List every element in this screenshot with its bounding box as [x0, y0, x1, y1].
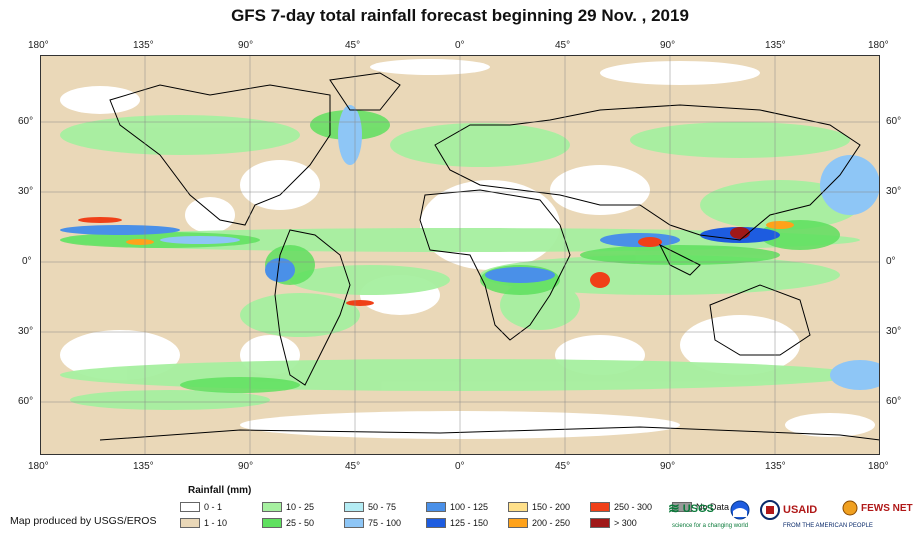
map-frame — [40, 55, 880, 455]
extreme-rain-spots — [78, 217, 794, 306]
lon-label-bottom: 90° — [238, 461, 254, 472]
lat-label-left: 60° — [18, 116, 34, 127]
legend-swatch — [262, 518, 282, 528]
fews-globe-icon — [842, 500, 858, 516]
legend-item: 200 - 250 — [508, 518, 584, 528]
legend-item: 75 - 100 — [344, 518, 420, 528]
lon-label-top: 180° — [868, 40, 889, 51]
legend-item: No Data — [672, 502, 748, 512]
legend-row-2: 1 - 10 25 - 50 75 - 100 125 - 150 200 - … — [180, 518, 666, 528]
legend-item: 1 - 10 — [180, 518, 256, 528]
lon-label-bottom: 180° — [868, 461, 889, 472]
lon-label-top: 45° — [555, 40, 571, 51]
lon-label-bottom: 135° — [133, 461, 154, 472]
usgs-tagline: science for a changing world — [672, 523, 749, 529]
legend-item: 50 - 75 — [344, 502, 420, 512]
legend-swatch — [590, 518, 610, 528]
map-title: GFS 7-day total rainfall forecast beginn… — [231, 6, 689, 25]
lon-label-top: 0° — [455, 40, 465, 51]
lon-label-top: 90° — [238, 40, 254, 51]
fews-net-logo: FEWS NET — [842, 500, 913, 516]
lat-label-right: 60° — [886, 396, 902, 407]
lon-label-bottom: 45° — [345, 461, 361, 472]
rainfall-map[interactable] — [40, 55, 880, 455]
legend-swatch — [180, 502, 200, 512]
usaid-logo: USAID — [760, 500, 817, 520]
usgs-logo: ≋ USGS — [668, 500, 714, 516]
legend-swatch — [180, 518, 200, 528]
lon-label-top: 180° — [28, 40, 49, 51]
lat-label-right: 60° — [886, 116, 902, 127]
lon-label-top: 135° — [133, 40, 154, 51]
legend-item: 10 - 25 — [262, 502, 338, 512]
legend-item: 25 - 50 — [262, 518, 338, 528]
legend-swatch — [426, 518, 446, 528]
legend-item: 150 - 200 — [508, 502, 584, 512]
lat-label-right: 30° — [886, 186, 902, 197]
lon-label-bottom: 45° — [555, 461, 571, 472]
lat-label-left: 60° — [18, 396, 34, 407]
legend-item: 0 - 1 — [180, 502, 256, 512]
legend-swatch — [508, 518, 528, 528]
legend-swatch — [508, 502, 528, 512]
credit-text: Map produced by USGS/EROS — [10, 515, 157, 527]
legend-swatch — [590, 502, 610, 512]
lon-label-top: 135° — [765, 40, 786, 51]
usaid-seal-icon — [760, 500, 780, 520]
legend-swatch — [344, 518, 364, 528]
lon-label-bottom: 135° — [765, 461, 786, 472]
legend-title: Rainfall (mm) — [188, 485, 252, 496]
rainfall-map-graphic — [40, 55, 880, 455]
usgs-mark-icon: ≋ — [668, 500, 680, 516]
lon-label-bottom: 0° — [455, 461, 465, 472]
legend-item: > 300 — [590, 518, 666, 528]
legend-swatch — [344, 502, 364, 512]
lat-label-left: 30° — [18, 186, 34, 197]
usaid-tagline: FROM THE AMERICAN PEOPLE — [783, 523, 873, 529]
noaa-logo-icon — [730, 500, 750, 520]
lon-label-bottom: 180° — [28, 461, 49, 472]
graticule — [40, 55, 880, 455]
lat-label-right: 0° — [886, 256, 896, 267]
legend-item: 100 - 125 — [426, 502, 502, 512]
lat-label-right: 30° — [886, 326, 902, 337]
lon-label-bottom: 90° — [660, 461, 676, 472]
legend-swatch — [262, 502, 282, 512]
lat-label-left: 30° — [18, 326, 34, 337]
coastlines — [99, 72, 880, 441]
lon-label-top: 90° — [660, 40, 676, 51]
legend-row-1: 0 - 1 10 - 25 50 - 75 100 - 125 150 - 20… — [180, 502, 748, 512]
legend-item: 250 - 300 — [590, 502, 666, 512]
lat-label-left: 0° — [22, 256, 32, 267]
legend-item: 125 - 150 — [426, 518, 502, 528]
lon-label-top: 45° — [345, 40, 361, 51]
legend-swatch — [426, 502, 446, 512]
legend-swatch — [672, 502, 692, 512]
